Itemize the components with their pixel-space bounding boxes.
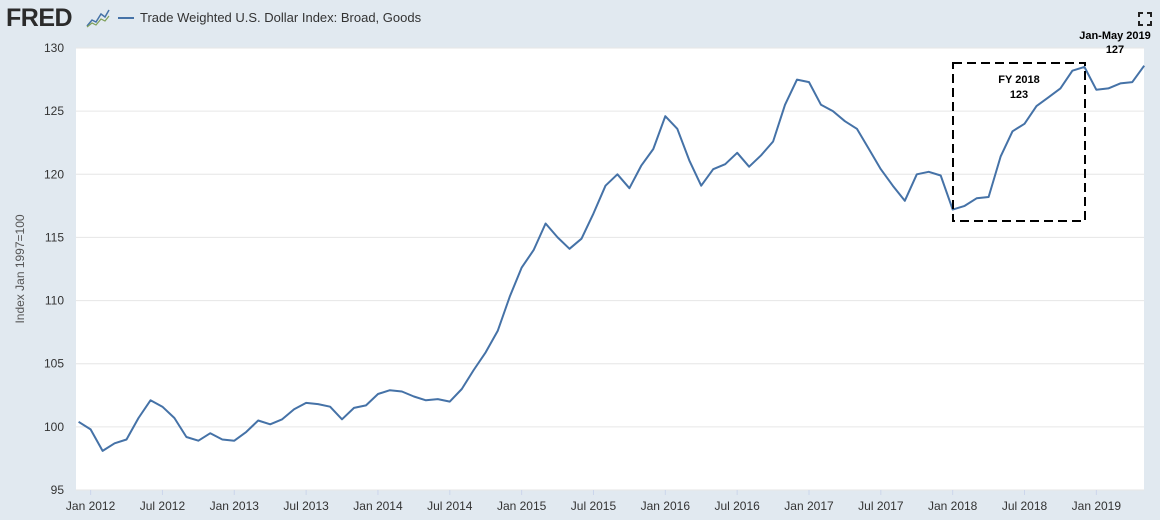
x-tick-label: Jul 2017 bbox=[858, 499, 904, 513]
x-axis: Jan 2012 Jul 2012 Jan 2013 Jul 2013 Jan 2014… bbox=[66, 490, 1121, 513]
legend: Trade Weighted U.S. Dollar Index: Broad,… bbox=[118, 10, 421, 25]
y-tick-label: 110 bbox=[45, 294, 64, 308]
x-tick-label: Jan 2014 bbox=[353, 499, 403, 513]
x-tick-label: Jul 2018 bbox=[1002, 499, 1048, 513]
plot-area bbox=[76, 48, 1144, 490]
fullscreen-icon[interactable] bbox=[1138, 12, 1152, 26]
ytd2019-value: 127 bbox=[1106, 44, 1124, 56]
x-tick-label: Jul 2015 bbox=[571, 499, 617, 513]
x-tick-label: Jul 2014 bbox=[427, 499, 473, 513]
x-tick-label: Jan 2012 bbox=[66, 499, 116, 513]
grid-lines bbox=[76, 47, 1144, 491]
y-axis-label: Index Jan 1997=100 bbox=[13, 214, 27, 323]
fred-logo[interactable]: FRED bbox=[6, 4, 73, 32]
y-tick-label: 95 bbox=[51, 483, 65, 497]
fred-chart-icon bbox=[86, 8, 110, 28]
series-line bbox=[78, 65, 1146, 452]
y-axis: 95 100 105 110 115 120 125 130 bbox=[44, 41, 64, 497]
x-tick-label: Jan 2015 bbox=[497, 499, 547, 513]
y-tick-label: 105 bbox=[44, 357, 64, 371]
x-tick-label: Jan 2017 bbox=[784, 499, 834, 513]
fy2018-highlight-box bbox=[952, 62, 1086, 222]
x-tick-label: Jan 2013 bbox=[210, 499, 260, 513]
y-tick-label: 130 bbox=[44, 41, 64, 55]
x-tick-label: Jul 2013 bbox=[283, 499, 329, 513]
fy2018-label: FY 2018 bbox=[998, 74, 1039, 86]
ytd2019-label: Jan-May 2019 bbox=[1079, 30, 1151, 42]
chart-header: FRED Trade Weighted U.S. Dollar Index: B… bbox=[0, 0, 1160, 40]
legend-swatch bbox=[118, 16, 134, 19]
y-tick-label: 115 bbox=[45, 230, 64, 244]
x-tick-label: Jul 2016 bbox=[714, 499, 760, 513]
y-tick-label: 120 bbox=[44, 167, 64, 181]
fy2018-value: 123 bbox=[1010, 89, 1028, 101]
legend-label: Trade Weighted U.S. Dollar Index: Broad,… bbox=[140, 10, 422, 25]
y-tick-label: 125 bbox=[44, 104, 64, 118]
x-tick-label: Jan 2019 bbox=[1072, 499, 1122, 513]
x-tick-label: Jul 2012 bbox=[140, 499, 186, 513]
x-tick-label: Jan 2018 bbox=[928, 499, 978, 513]
x-tick-label: Jan 2016 bbox=[641, 499, 691, 513]
y-tick-label: 100 bbox=[44, 420, 64, 434]
